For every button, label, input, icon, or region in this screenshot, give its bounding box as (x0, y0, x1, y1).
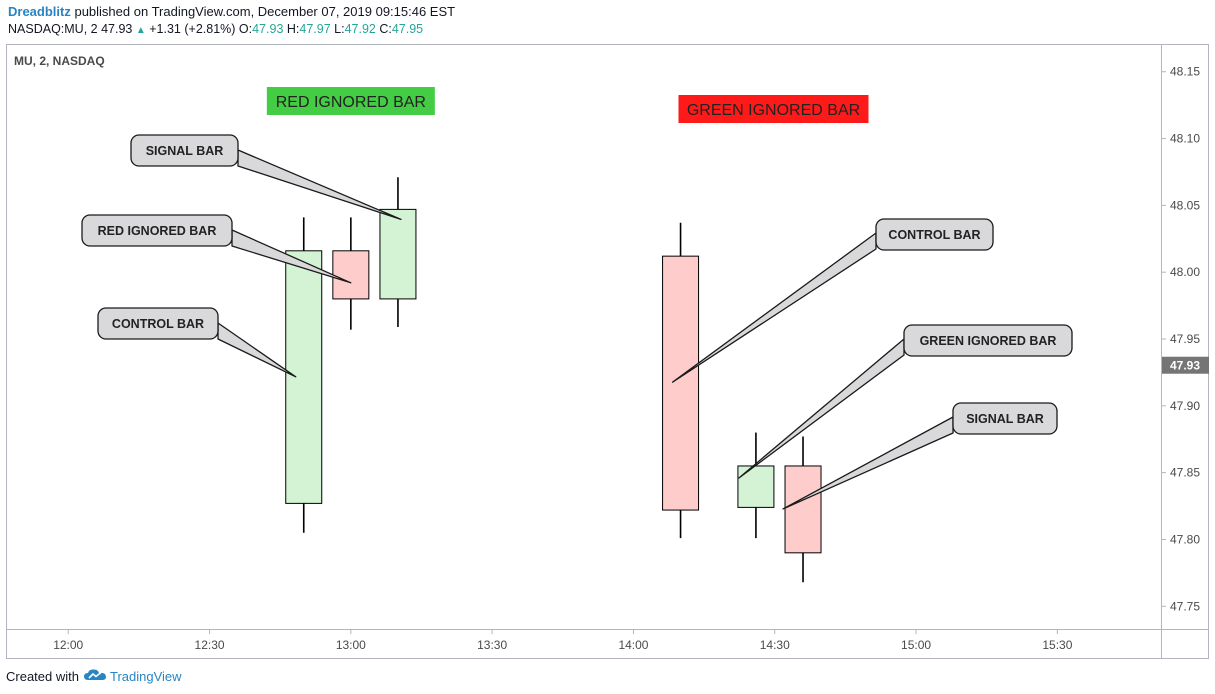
price-tick-label: 47.80 (1170, 532, 1200, 546)
callout-label: CONTROL BAR (112, 317, 204, 331)
created-with-text: Created with (6, 669, 79, 684)
callout-box (903, 324, 1073, 357)
banners: RED IGNORED BAR GREEN IGNORED BAR (266, 87, 869, 123)
high-value: 47.97 (299, 22, 331, 36)
time-tick-label: 12:30 (195, 638, 225, 652)
callout-pointer (671, 232, 877, 383)
banner-text: RED IGNORED BAR (276, 94, 426, 111)
callout-label: RED IGNORED BAR (98, 224, 217, 238)
price-tick-label: 48.10 (1170, 132, 1200, 146)
callout-box (875, 218, 994, 251)
tradingview-brand-link[interactable]: TradingView (109, 669, 182, 684)
callout-label: SIGNAL BAR (966, 412, 1044, 426)
banner-text: GREEN IGNORED BAR (687, 102, 860, 119)
close-value: 47.95 (391, 22, 424, 36)
candle-bull (285, 250, 323, 504)
last-price: 47.93 (101, 22, 133, 36)
price-tag-text: 47.93 (1170, 359, 1200, 373)
price-tick-label: 48.15 (1170, 65, 1200, 79)
author-name[interactable]: Dreadblitz (8, 4, 71, 19)
callout-pointer (237, 149, 402, 221)
callout-box (130, 134, 239, 167)
chart-title: MU, 2, NASDAQ (14, 54, 105, 68)
candles (285, 177, 822, 583)
callout-box (97, 307, 219, 340)
open-label: O: (238, 22, 253, 36)
symbol-label: NASDAQ:MU, 2 (8, 22, 98, 36)
callout-label: SIGNAL BAR (146, 144, 224, 158)
time-tick-label: 14:00 (618, 638, 648, 652)
change-value: +1.31 (+2.81%) (149, 22, 236, 36)
callout-pointer (782, 416, 954, 510)
publish-text: published on TradingView.com, December 0… (74, 4, 456, 19)
footer: Created with TradingView (6, 668, 182, 685)
candle-bull (379, 208, 417, 300)
low-value: 47.92 (344, 22, 376, 36)
callout-box (952, 402, 1058, 435)
ohlc-legend: NASDAQ:MU, 2 47.93 ▲ +1.31 (+2.81%) O:47… (8, 22, 423, 36)
price-tick-label: 48.00 (1170, 265, 1200, 279)
current-price-tag: 47.93 (1162, 356, 1209, 374)
chart-frame (6, 44, 1209, 659)
time-tick-label: 13:30 (477, 638, 507, 652)
price-axis[interactable]: 48.15 48.10 48.05 48.00 47.95 47.90 47.85 47.80… (1161, 65, 1200, 614)
price-tick-label: 47.95 (1170, 332, 1200, 346)
callouts: SIGNAL BAR RED IGNORED BAR CONTROL BAR CONT… (81, 134, 1073, 510)
price-tick-label: 47.85 (1170, 466, 1200, 480)
time-tick-label: 15:30 (1042, 638, 1072, 652)
candle-bear (662, 255, 700, 511)
time-tick-label: 12:00 (53, 638, 83, 652)
open-value: 47.93 (252, 22, 284, 36)
time-tick-label: 13:00 (336, 638, 366, 652)
callout-box (81, 214, 233, 247)
banner-box (266, 87, 435, 115)
price-tick-label: 47.90 (1170, 399, 1200, 413)
candle-bear (784, 465, 822, 554)
time-tick-label: 15:00 (901, 638, 931, 652)
price-tick-label: 47.75 (1170, 599, 1200, 613)
candle-bull (737, 465, 775, 508)
banner-box (678, 95, 869, 123)
time-axis[interactable]: 12:00 12:30 13:00 13:30 14:00 14:30 15:00 15:30 (53, 629, 1073, 652)
candle-bear (332, 250, 370, 300)
low-label: L: (334, 22, 345, 36)
time-tick-label: 14:30 (760, 638, 790, 652)
high-label: H: (286, 22, 300, 36)
callout-label: GREEN IGNORED BAR (920, 334, 1057, 348)
publish-info: Dreadblitz published on TradingView.com,… (8, 4, 455, 19)
price-tag-bg (1162, 356, 1209, 374)
close-label: C: (379, 22, 392, 36)
up-arrow-icon: ▲ (135, 25, 146, 36)
callout-label: CONTROL BAR (888, 228, 980, 242)
tradingview-cloud-icon (83, 668, 107, 685)
callout-pointer (217, 322, 297, 378)
price-tick-label: 48.05 (1170, 198, 1200, 212)
